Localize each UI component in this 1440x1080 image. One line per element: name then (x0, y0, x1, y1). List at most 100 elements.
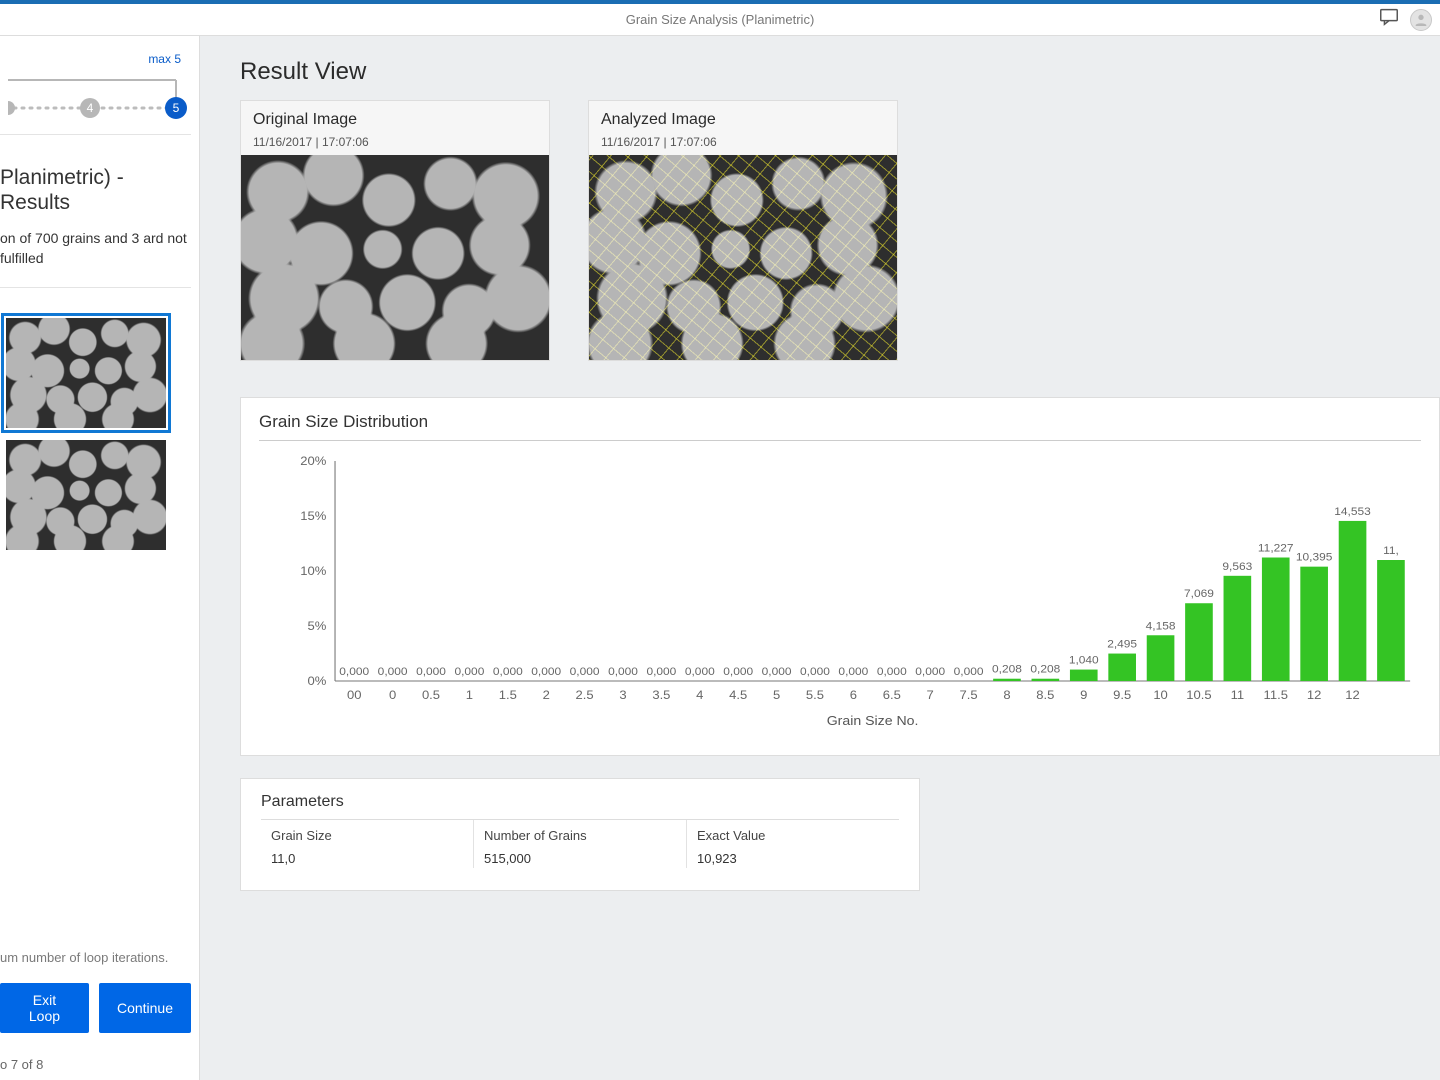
svg-text:11.5: 11.5 (1264, 688, 1288, 701)
original-image-card: Original Image 11/16/2017 | 17:07:06 (240, 100, 550, 361)
svg-text:8.5: 8.5 (1036, 688, 1054, 701)
param-col-2: Exact Value (686, 820, 899, 847)
svg-text:00: 00 (347, 688, 362, 701)
svg-text:2.5: 2.5 (576, 688, 594, 701)
svg-text:0,208: 0,208 (1030, 664, 1060, 675)
svg-text:20%: 20% (300, 454, 326, 467)
svg-text:12: 12 (1345, 688, 1360, 701)
svg-text:0,000: 0,000 (339, 666, 369, 677)
svg-text:10.5: 10.5 (1186, 688, 1211, 701)
loop-hint: um number of loop iterations. (0, 950, 191, 965)
image-card-label: Analyzed Image (601, 111, 885, 129)
svg-text:0,000: 0,000 (454, 666, 484, 677)
thumbnail-1[interactable] (6, 440, 166, 550)
image-card-body[interactable] (241, 155, 549, 360)
svg-text:7.5: 7.5 (960, 688, 978, 701)
svg-text:0,000: 0,000 (762, 666, 792, 677)
svg-text:0,208: 0,208 (992, 664, 1022, 675)
svg-text:15%: 15% (300, 509, 326, 522)
svg-text:7: 7 (927, 688, 934, 701)
svg-text:0,000: 0,000 (608, 666, 638, 677)
svg-text:9: 9 (1080, 688, 1087, 701)
svg-text:12: 12 (1307, 688, 1322, 701)
svg-text:6.5: 6.5 (883, 688, 901, 701)
thumbnail-0[interactable] (6, 318, 166, 428)
svg-text:0,000: 0,000 (570, 666, 600, 677)
svg-text:0: 0 (389, 688, 396, 701)
svg-text:14,553: 14,553 (1334, 506, 1371, 517)
continue-button[interactable]: Continue (99, 983, 191, 1033)
svg-text:7,069: 7,069 (1184, 589, 1214, 600)
svg-text:8: 8 (1003, 688, 1010, 701)
exit-loop-button[interactable]: Exit Loop (0, 983, 89, 1033)
sidebar-heading: Planimetric) - Results (0, 135, 191, 229)
param-val-1: 515,000 (473, 847, 686, 868)
main-content: Result View Original Image 11/16/2017 | 1… (200, 36, 1440, 1080)
svg-text:0,000: 0,000 (954, 666, 984, 677)
svg-text:11,: 11, (1383, 545, 1399, 556)
svg-text:5%: 5% (308, 619, 327, 632)
svg-text:0,000: 0,000 (646, 666, 676, 677)
param-col-0: Grain Size (261, 820, 473, 847)
image-card-timestamp: 11/16/2017 | 17:07:06 (601, 135, 885, 149)
svg-text:0,000: 0,000 (416, 666, 446, 677)
chart-title: Grain Size Distribution (259, 412, 1421, 441)
thumbnail-list (0, 318, 191, 550)
pager: o 7 of 8 (0, 1057, 191, 1072)
image-card-body[interactable] (589, 155, 897, 360)
app-title: Grain Size Analysis (Planimetric) (626, 12, 815, 27)
image-card-label: Original Image (253, 111, 537, 129)
svg-text:0,000: 0,000 (915, 666, 945, 677)
analyzed-image-card: Analyzed Image 11/16/2017 | 17:07:06 (588, 100, 898, 361)
svg-text:4,158: 4,158 (1146, 621, 1176, 632)
svg-text:10,395: 10,395 (1296, 552, 1333, 563)
svg-text:0,000: 0,000 (800, 666, 830, 677)
param-col-1: Number of Grains (473, 820, 686, 847)
stepper: max 5 4 5 (0, 46, 191, 135)
param-val-0: 11,0 (261, 847, 473, 868)
avatar-icon[interactable] (1410, 9, 1432, 31)
svg-text:Grain Size No.: Grain Size No. (827, 714, 919, 728)
svg-text:10%: 10% (300, 564, 326, 577)
svg-text:5: 5 (773, 688, 780, 701)
svg-text:0%: 0% (308, 674, 327, 687)
svg-text:0,000: 0,000 (877, 666, 907, 677)
svg-text:3: 3 (619, 688, 626, 701)
parameters-title: Parameters (261, 793, 899, 811)
svg-text:6: 6 (850, 688, 857, 701)
comment-icon[interactable] (1378, 6, 1400, 33)
svg-text:1,040: 1,040 (1069, 655, 1099, 666)
svg-text:4: 4 (87, 101, 94, 115)
parameters-table: Grain Size Number of Grains Exact Value … (261, 819, 899, 868)
image-row: Original Image11/16/2017 | 17:07:06Analy… (240, 100, 1440, 361)
grain-distribution-chart: 0% 5% 10% 15% 20% 0,000 00 0,000 0 0,000 0.5 0,000 1… (259, 451, 1421, 751)
result-view-title: Result View (240, 58, 1440, 86)
sidebar-message: on of 700 grains and 3 ard not fulfilled (0, 229, 191, 287)
chart-block: Grain Size Distribution 0% 5% 10% 15% 20% 0,0… (240, 397, 1440, 756)
svg-text:11: 11 (1231, 688, 1245, 701)
svg-text:5: 5 (173, 101, 180, 115)
svg-text:5.5: 5.5 (806, 688, 824, 701)
svg-text:9,563: 9,563 (1222, 561, 1252, 572)
svg-text:1: 1 (466, 688, 473, 701)
svg-text:2: 2 (543, 688, 550, 701)
svg-text:10: 10 (1153, 688, 1168, 701)
svg-text:3.5: 3.5 (652, 688, 670, 701)
svg-text:1.5: 1.5 (499, 688, 517, 701)
svg-text:0,000: 0,000 (378, 666, 408, 677)
svg-text:4: 4 (696, 688, 703, 701)
svg-text:0,000: 0,000 (531, 666, 561, 677)
svg-text:0.5: 0.5 (422, 688, 440, 701)
svg-text:4.5: 4.5 (729, 688, 747, 701)
stepper-max-label: max 5 (8, 46, 191, 66)
image-card-timestamp: 11/16/2017 | 17:07:06 (253, 135, 537, 149)
parameters-block: Parameters Grain Size Number of Grains E… (240, 778, 920, 891)
svg-text:0,000: 0,000 (838, 666, 868, 677)
param-val-2: 10,923 (686, 847, 899, 868)
svg-text:0,000: 0,000 (723, 666, 753, 677)
svg-text:2,495: 2,495 (1107, 639, 1137, 650)
svg-text:11,227: 11,227 (1258, 543, 1294, 554)
svg-text:0,000: 0,000 (493, 666, 523, 677)
sidebar: max 5 4 5 Planimetric) - Results on of 70… (0, 36, 200, 1080)
topbar: Grain Size Analysis (Planimetric) (0, 0, 1440, 36)
